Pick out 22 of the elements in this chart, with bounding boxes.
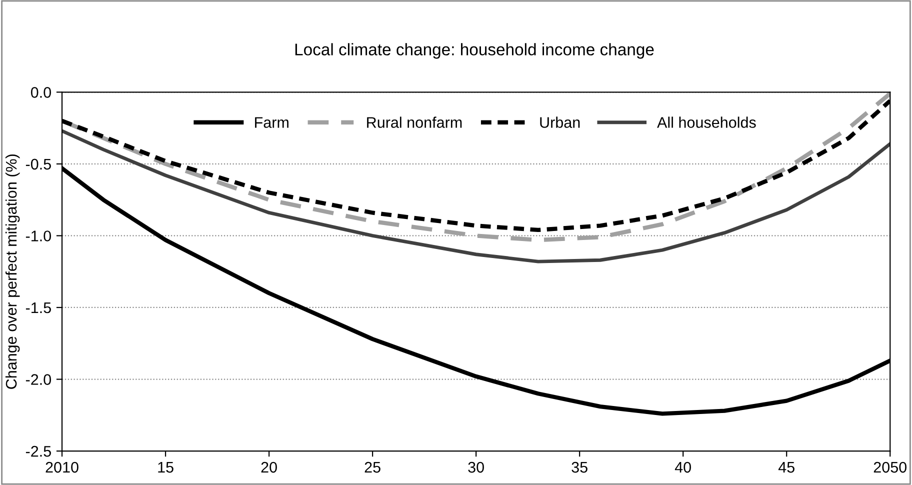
x-tick-label: 40 <box>674 462 691 473</box>
legend-label: Rural nonfarm <box>367 116 462 128</box>
y-tick-label: -0.5 <box>26 158 51 170</box>
legend-label: Farm <box>255 117 288 128</box>
y-tick-label: -1.0 <box>26 230 52 242</box>
x-tick-label: 20 <box>261 462 277 473</box>
y-axis-title: Change over perfect mitigation (%) <box>5 154 20 389</box>
x-tick-label: 45 <box>778 462 794 473</box>
x-tick-label: 35 <box>572 462 588 473</box>
y-tick-label: -2.5 <box>26 446 51 457</box>
y-tick-label: -2.0 <box>26 374 52 385</box>
x-tick-label: 25 <box>364 462 380 473</box>
chart-title: Local climate change: household income change <box>295 43 654 59</box>
y-tick-label: -1.5 <box>26 302 51 314</box>
line-series <box>62 129 890 264</box>
x-tick-label: 2010 <box>46 462 78 473</box>
legend-label: All households <box>657 116 756 128</box>
x-tick-label: 2050 <box>874 462 907 473</box>
x-tick-label: 15 <box>158 462 174 473</box>
x-tick-label: 30 <box>468 462 484 473</box>
legend-label: Urban <box>540 116 580 128</box>
y-tick-label: 0.0 <box>30 87 52 98</box>
